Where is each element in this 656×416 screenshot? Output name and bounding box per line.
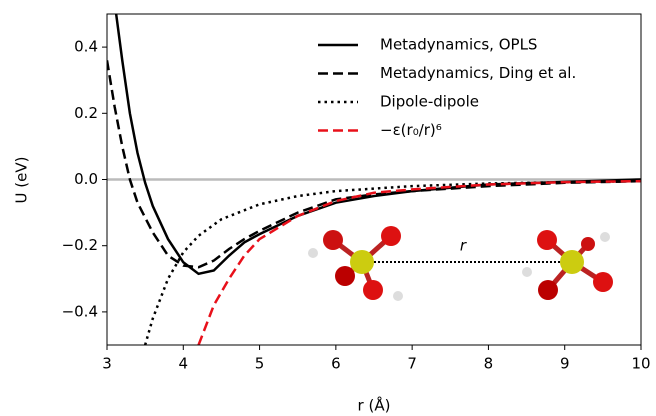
x-tick-label: 6 bbox=[331, 355, 341, 373]
x-tick-label: 3 bbox=[102, 355, 112, 373]
x-tick-label: 5 bbox=[255, 355, 265, 373]
legend-label: Dipole-dipole bbox=[380, 93, 479, 111]
series-line bbox=[197, 179, 641, 345]
legend-label: Metadynamics, Ding et al. bbox=[380, 64, 576, 82]
plot-frame bbox=[106, 13, 642, 346]
x-tick-label: 10 bbox=[631, 355, 650, 373]
x-tick-label: 8 bbox=[484, 355, 494, 373]
plot-area bbox=[107, 14, 641, 345]
legend-label: Metadynamics, OPLS bbox=[380, 36, 537, 54]
y-tick-label: −0.4 bbox=[62, 302, 98, 320]
x-tick-label: 9 bbox=[560, 355, 570, 373]
molecules bbox=[308, 226, 613, 301]
y-tick-label: 0.4 bbox=[74, 38, 98, 56]
series-line bbox=[114, 14, 641, 276]
legend-label: −ε(r₀/r)⁶ bbox=[380, 121, 442, 139]
y-tick-label: 0.0 bbox=[74, 170, 98, 188]
series-line bbox=[107, 60, 641, 269]
y-axis-label: U (eV) bbox=[13, 157, 31, 204]
y-tick-label: −0.2 bbox=[62, 236, 98, 254]
annotation: r bbox=[460, 237, 467, 255]
x-tick-label: 7 bbox=[407, 355, 417, 373]
x-tick-label: 4 bbox=[179, 355, 189, 373]
x-axis-label: r (Å) bbox=[358, 396, 391, 415]
y-tick-label: 0.2 bbox=[74, 104, 98, 122]
